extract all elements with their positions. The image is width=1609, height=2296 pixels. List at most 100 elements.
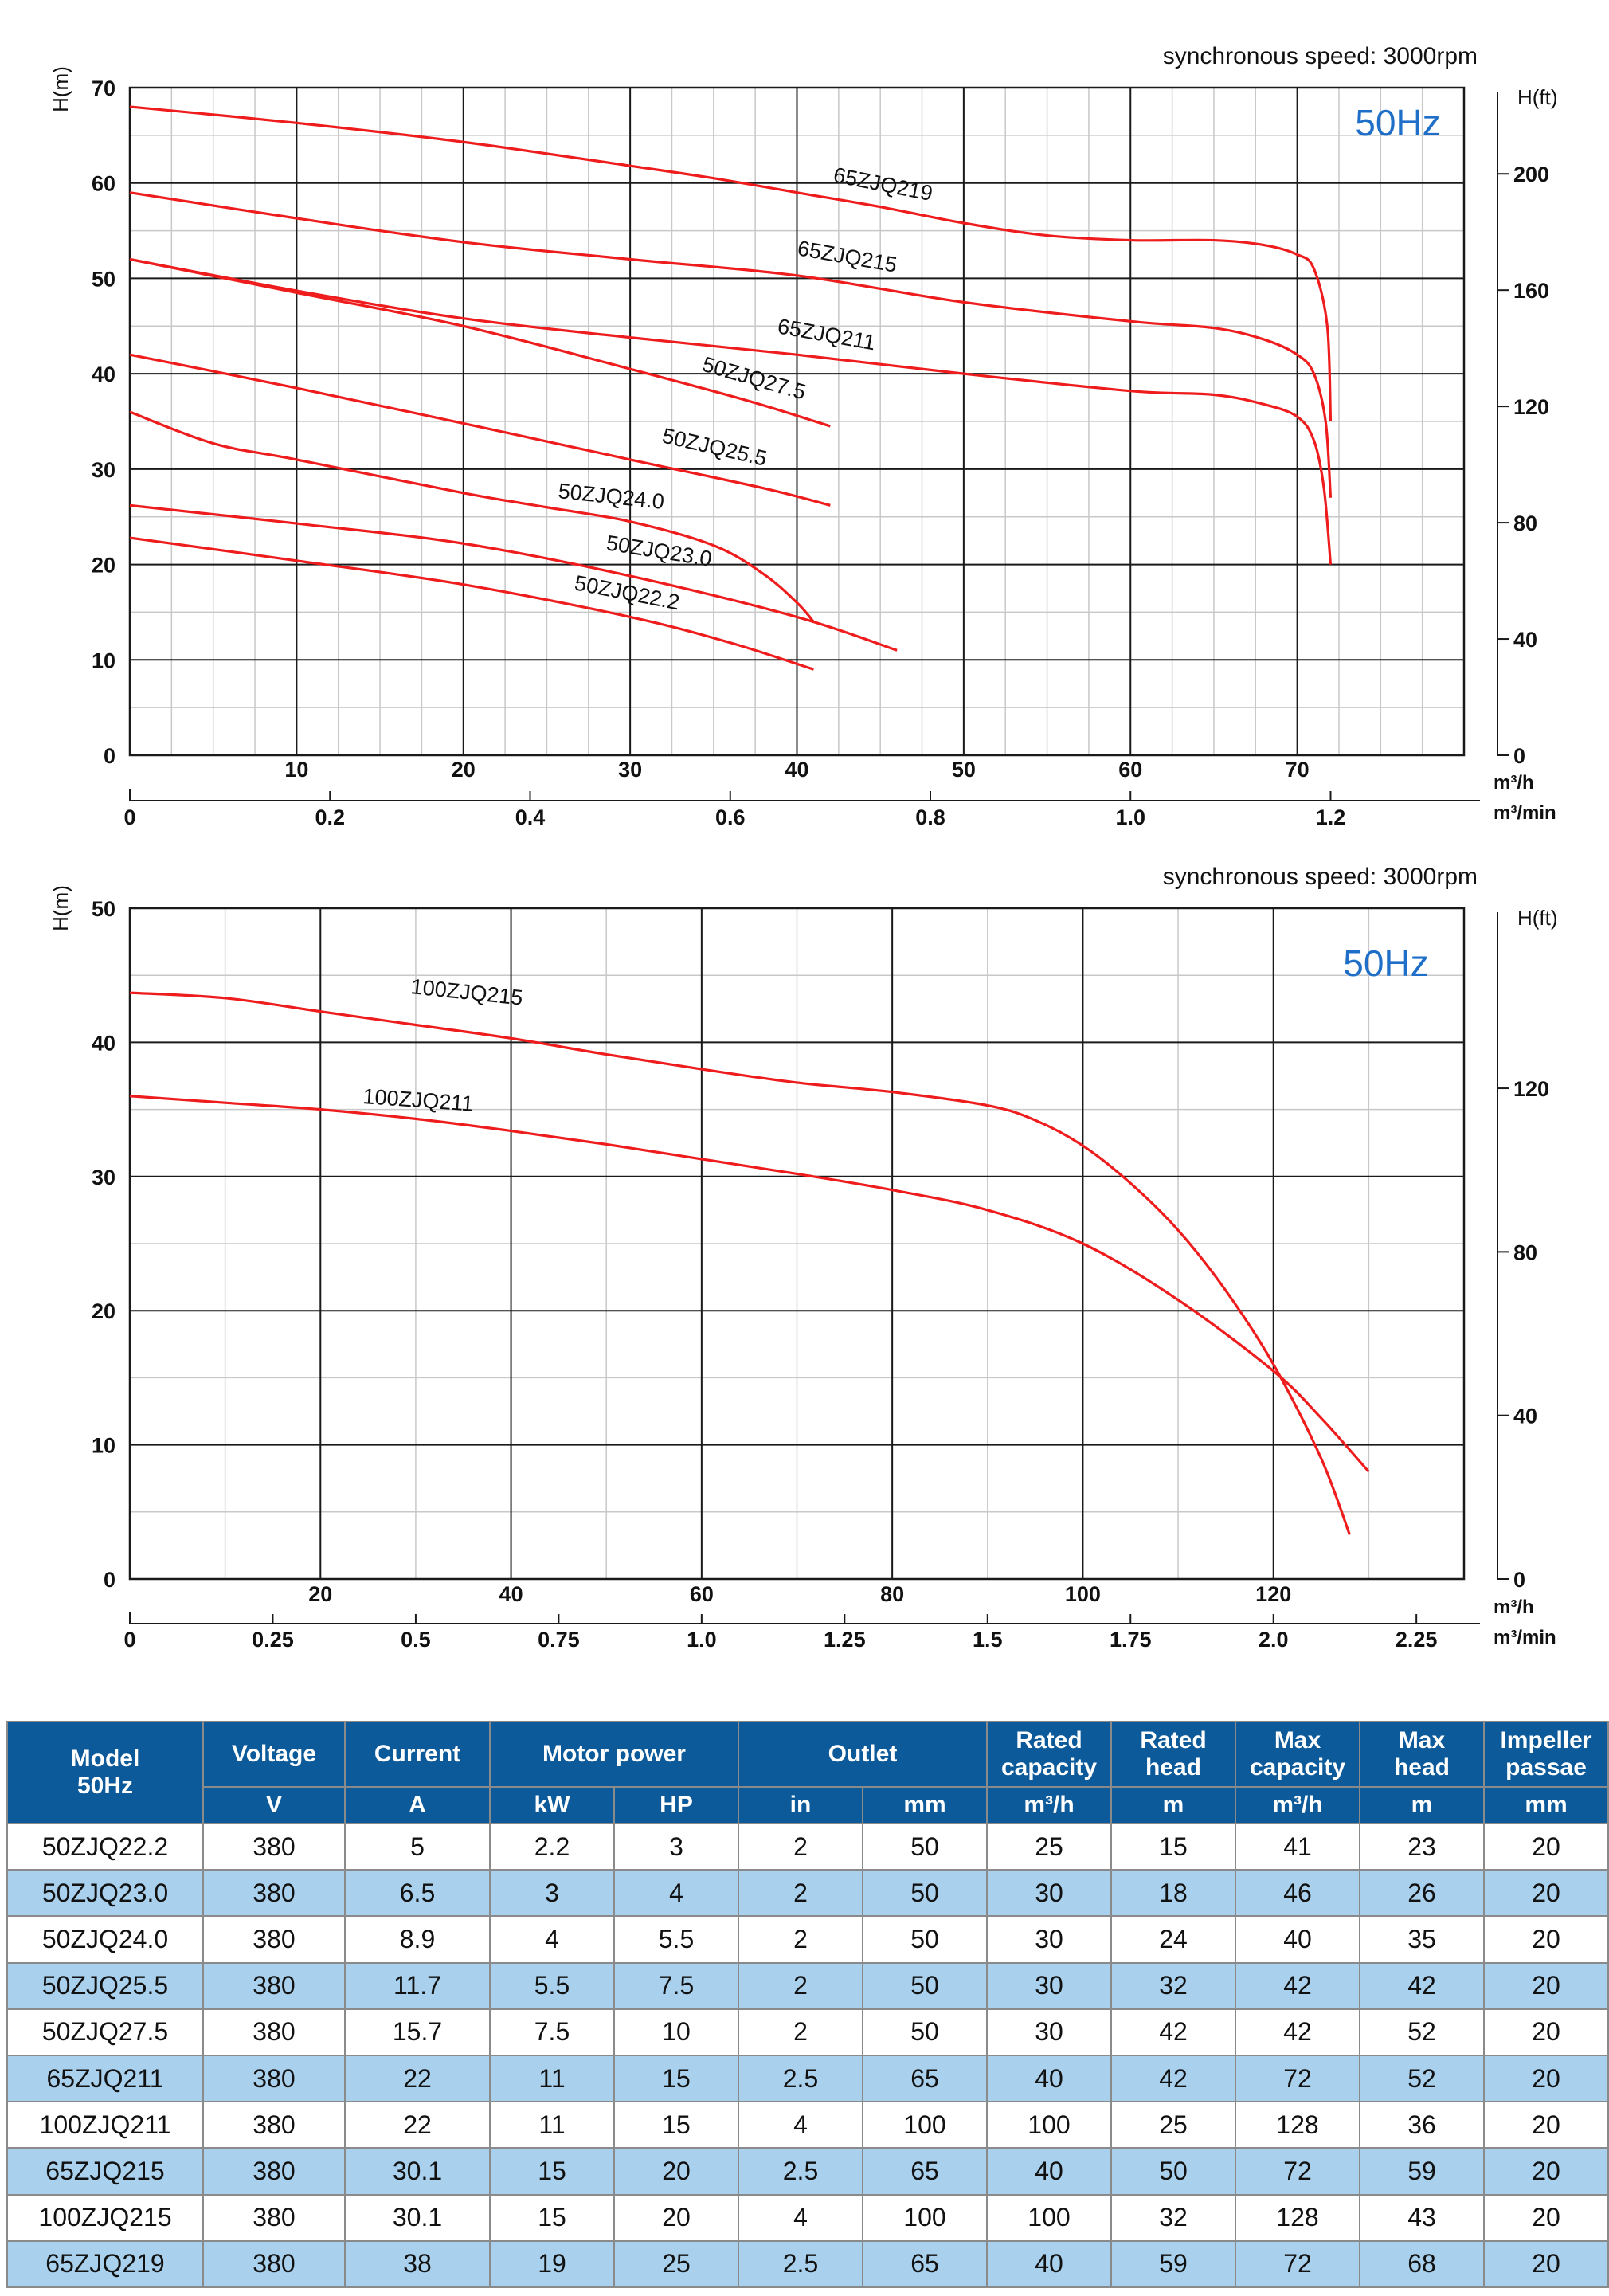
- series-curve-65zjq215: [129, 191, 1333, 498]
- model-cell: 50ZJQ25.5: [6, 1961, 204, 2010]
- y-tick-label: 50: [92, 267, 115, 291]
- table-cell: 65: [862, 2239, 988, 2289]
- table-cell: 30.1: [344, 2193, 491, 2242]
- table-row: 50ZJQ22.2 380 5 2.2 3 2 50 25 15 41 23 20: [6, 1822, 1609, 1871]
- ft-tick-label: 0: [1513, 1568, 1525, 1592]
- table-cell: 20: [1483, 1961, 1609, 2010]
- frequency-badge: 50Hz: [1355, 102, 1440, 143]
- header-max-head: Max head: [1359, 1721, 1485, 1788]
- table-cell: 38: [344, 2239, 491, 2289]
- header-voltage: Voltage: [202, 1721, 346, 1788]
- table-cell: 4: [738, 2101, 863, 2149]
- unit-cell: mm: [1483, 1786, 1609, 1824]
- table-cell: 15.7: [344, 2008, 491, 2056]
- table-cell: 15: [613, 2054, 739, 2103]
- y-tick-label: 60: [92, 172, 115, 196]
- table-cell: 52: [1359, 2008, 1485, 2056]
- ft-axis-label: H(ft): [1517, 906, 1558, 930]
- table-cell: 40: [986, 2239, 1112, 2289]
- spec-table: Model 50Hz Voltage Current Motor power Ou…: [6, 1721, 1609, 2289]
- table-cell: 380: [202, 2239, 346, 2289]
- table-cell: 52: [1359, 2054, 1485, 2103]
- x-tick-label-min: 0.5: [401, 1628, 431, 1651]
- table-cell: 15: [489, 2193, 615, 2242]
- table-cell: 50: [862, 1915, 988, 1964]
- x-tick-label-min: 0.75: [538, 1628, 580, 1651]
- table-cell: 20: [1483, 2147, 1609, 2196]
- model-cell: 50ZJQ24.0: [6, 1915, 204, 1964]
- table-cell: 128: [1235, 2193, 1360, 2242]
- table-cell: 20: [1483, 1915, 1609, 1964]
- series-label: 50ZJQ25.5: [660, 424, 769, 471]
- y-tick-label: 70: [92, 76, 115, 100]
- header-max-capacity: Max capacity: [1235, 1721, 1360, 1788]
- table-cell: 20: [1483, 2101, 1609, 2149]
- table-cell: 65: [862, 2054, 988, 2103]
- table-row: 50ZJQ25.5 380 11.7 5.5 7.5 2 50 30 32 42 42 20: [6, 1961, 1609, 2010]
- table-cell: 22: [344, 2101, 491, 2149]
- plot-grid: [128, 907, 1466, 1581]
- x-axis-unit-label: m³/h: [1494, 772, 1534, 793]
- x-tick-label-min: 1.0: [1115, 805, 1145, 829]
- unit-cell: V: [202, 1786, 346, 1824]
- y-tick-label: 50: [92, 897, 115, 921]
- table-cell: 380: [202, 1869, 346, 1918]
- table-cell: 42: [1110, 2054, 1236, 2103]
- table-cell: 59: [1110, 2239, 1236, 2289]
- table-row: 65ZJQ215 380 30.1 15 20 2.5 65 40 50 72 59 20: [6, 2147, 1609, 2196]
- model-cell: 100ZJQ215: [6, 2193, 204, 2242]
- x-tick-label-min: 0.2: [315, 805, 345, 829]
- table-cell: 100: [862, 2101, 988, 2149]
- table-cell: 2.5: [738, 2147, 863, 2196]
- table-cell: 24: [1110, 1915, 1236, 1964]
- x-tick-label-min: 1.75: [1110, 1628, 1152, 1651]
- unit-cell: in: [738, 1786, 863, 1824]
- table-cell: 35: [1359, 1915, 1485, 1964]
- table-cell: 42: [1235, 1961, 1360, 2010]
- table-cell: 43: [1359, 2193, 1485, 2242]
- unit-cell: m: [1110, 1786, 1236, 1824]
- table-cell: 72: [1235, 2054, 1360, 2103]
- x-tick-label-min: 1.25: [824, 1628, 866, 1651]
- series-label: 65ZJQ219: [832, 163, 934, 206]
- table-cell: 128: [1235, 2101, 1360, 2149]
- ft-tick-label: 0: [1513, 744, 1525, 768]
- header-rated-capacity: Rated capacity: [986, 1721, 1112, 1788]
- table-cell: 380: [202, 1822, 346, 1871]
- unit-cell: m: [1359, 1786, 1485, 1824]
- series-curve-100zjq215: [129, 991, 1351, 1535]
- series-curve-50zjq27.5: [129, 257, 831, 428]
- table-cell: 380: [202, 2101, 346, 2149]
- x-tick-label-min: 0.4: [515, 805, 546, 829]
- table-cell: 100: [862, 2193, 988, 2242]
- table-cell: 2: [738, 1869, 863, 1918]
- chart-title: synchronous speed: 3000rpm: [1163, 43, 1478, 69]
- header-rated-head: Rated head: [1110, 1721, 1236, 1788]
- series-curve-50zjq25.5: [129, 353, 831, 507]
- model-cell: 50ZJQ23.0: [6, 1869, 204, 1918]
- table-cell: 20: [1483, 2239, 1609, 2289]
- table-cell: 72: [1235, 2239, 1360, 2289]
- x-axis-unit-label: m³/h: [1494, 1597, 1534, 1618]
- unit-cell: A: [344, 1786, 491, 1824]
- table-cell: 3: [613, 1822, 739, 1871]
- series-label: 50ZJQ24.0: [557, 479, 665, 514]
- ft-tick-label: 160: [1513, 279, 1549, 303]
- table-cell: 15: [489, 2147, 615, 2196]
- x-tick-label-min: 2.0: [1259, 1628, 1289, 1651]
- ft-tick-label: 120: [1513, 1077, 1549, 1101]
- series-curve-50zjq22.2: [129, 536, 814, 671]
- series-label: 50ZJQ27.5: [699, 352, 808, 405]
- table-cell: 2.5: [738, 2239, 863, 2289]
- unit-cell: m³/h: [986, 1786, 1112, 1824]
- table-cell: 68: [1359, 2239, 1485, 2289]
- table-cell: 40: [986, 2054, 1112, 2103]
- header-impeller-passage: Impeller passae: [1483, 1721, 1609, 1788]
- y-tick-label: 30: [92, 458, 115, 482]
- table-cell: 22: [344, 2054, 491, 2103]
- y-tick-label: 0: [104, 1568, 115, 1592]
- ft-tick-label: 80: [1513, 1240, 1537, 1264]
- table-cell: 20: [613, 2147, 739, 2196]
- table-row: 50ZJQ27.5 380 15.7 7.5 10 2 50 30 42 42 52 20: [6, 2008, 1609, 2056]
